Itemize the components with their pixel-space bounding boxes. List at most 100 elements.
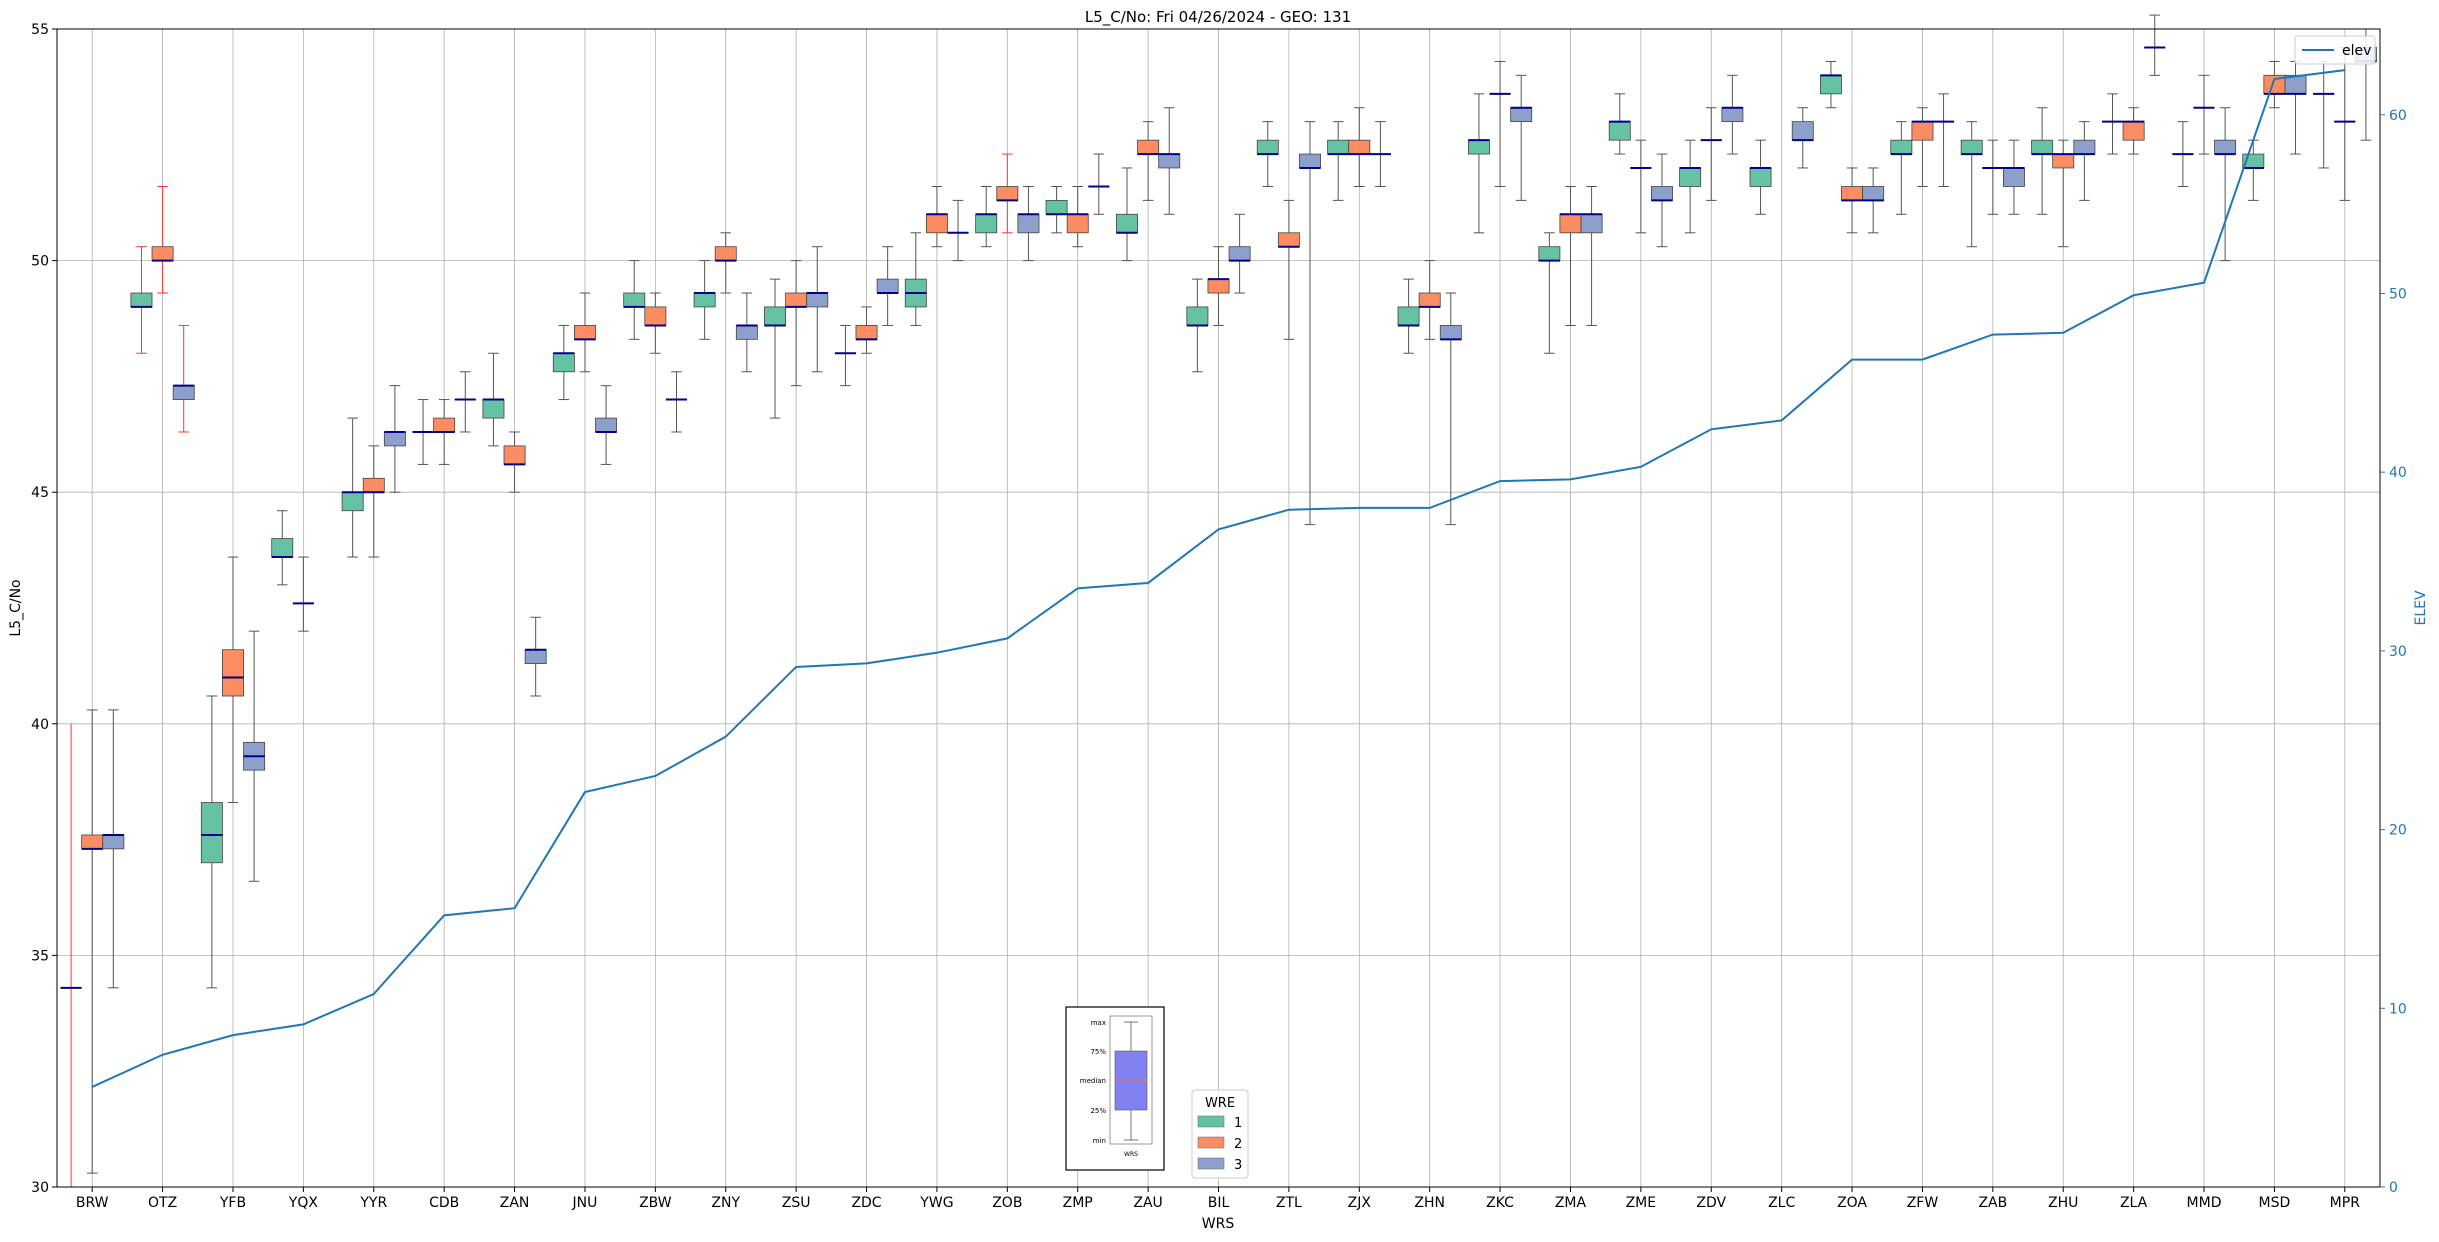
box-iqr (130, 292, 153, 308)
box-iqr (1397, 306, 1420, 326)
box-iqr (855, 325, 878, 340)
x-tick-label: MSD (2259, 1195, 2291, 1211)
x-tick-label: ZOA (1837, 1195, 1867, 1211)
y2-axis-label: ELEV (2413, 590, 2429, 625)
x-tick-label: JNU (572, 1195, 598, 1211)
box-iqr (341, 491, 364, 512)
y-tick-label: 50 (31, 254, 49, 270)
box-iqr (1819, 74, 1842, 95)
y-tick-label: 30 (31, 1180, 49, 1196)
box-iqr (362, 477, 385, 493)
x-axis-label: WRS (1202, 1216, 1235, 1232)
elev-line-layer (91, 69, 2345, 1088)
x-tick-label: ZAB (1978, 1195, 2007, 1211)
x-tick-label: ZLC (1768, 1195, 1795, 1211)
box-iqr (1510, 107, 1533, 123)
box-iqr (200, 802, 223, 864)
elev-legend-frame (2294, 35, 2376, 65)
x-tick-label: ZHN (1414, 1195, 1445, 1211)
box-iqr (151, 246, 174, 261)
x-tick-label: BIL (1208, 1195, 1230, 1211)
x-tick-label: ZDV (1696, 1195, 1726, 1211)
x-tick-label: ZFW (1907, 1195, 1939, 1211)
box-iqr (1186, 306, 1209, 326)
wre-legend-title: WRE (1205, 1096, 1235, 1111)
inset-key-xlabel: WRS (1124, 1151, 1138, 1158)
box-iqr (1608, 121, 1631, 141)
y2-tick-label: 0 (2389, 1180, 2398, 1196)
box-iqr (996, 186, 1019, 201)
wre-legend-label-1: 1 (1234, 1116, 1242, 1131)
y2-tick-label: 30 (2389, 644, 2407, 660)
box-iqr (1467, 139, 1490, 155)
x-tick-label: ZTL (1276, 1195, 1302, 1211)
box-iqr (1651, 186, 1673, 201)
elev-line (91, 69, 2345, 1088)
y2-tick-label: 40 (2389, 465, 2407, 481)
x-tick-label: CDB (429, 1195, 459, 1211)
wre-legend-swatch-1 (1197, 1115, 1225, 1128)
axis-layer: BRW OTZ YFB YQX YYR CDB ZAN JNU ZBW ZNY ZSU ZDC YWG Z… (31, 22, 2407, 1211)
box-iqr (222, 649, 244, 697)
box-iqr (595, 417, 618, 433)
inset-key-label-q3: 75% (1090, 1048, 1106, 1056)
box-iqr (714, 246, 737, 261)
y-axis-label: L5_C/No (8, 579, 24, 636)
wre-legend-label-2: 2 (1234, 1137, 1242, 1152)
box-iqr (2002, 167, 2025, 187)
wre-legend-frame (1191, 1089, 1249, 1179)
box-layer (60, 14, 2377, 1187)
box-iqr (524, 649, 547, 664)
x-tick-label: ZSU (782, 1195, 811, 1211)
x-tick-label: ZME (1626, 1195, 1657, 1211)
x-tick-label: YQX (288, 1195, 319, 1211)
box-iqr (1277, 232, 1300, 248)
y-tick-label: 35 (31, 948, 49, 964)
inset-key-label-median: median (1080, 1077, 1106, 1085)
box-iqr (1348, 139, 1371, 155)
box-iqr (1066, 213, 1089, 234)
box-iqr (975, 213, 998, 234)
inset-key-label-min: min (1093, 1137, 1106, 1145)
y-tick-label: 40 (31, 717, 49, 733)
x-tick-label: MPR (2330, 1195, 2361, 1211)
box-iqr (1580, 213, 1603, 234)
wre-legend-label-3: 3 (1234, 1158, 1242, 1173)
box-iqr (644, 306, 667, 326)
box-iqr (1439, 325, 1462, 340)
x-tick-label: YFB (219, 1195, 246, 1211)
box-iqr (271, 538, 294, 558)
box-iqr (102, 834, 125, 850)
box-iqr (1679, 167, 1702, 187)
box-iqr (552, 352, 575, 373)
box-iqr (1256, 139, 1279, 155)
x-tick-label: ZDC (851, 1195, 881, 1211)
y-tick-label: 45 (31, 485, 49, 501)
x-tick-label: YYR (359, 1195, 387, 1211)
box-iqr (81, 834, 104, 850)
wre-legend-swatch-3 (1197, 1157, 1225, 1170)
box-iqr (433, 417, 456, 433)
x-tick-label: ZJX (1348, 1195, 1372, 1211)
box-iqr (1960, 139, 1983, 155)
box-iqr (785, 292, 808, 308)
box-iqr (693, 292, 716, 308)
x-tick-label: YWG (919, 1195, 953, 1211)
box-iqr (1116, 213, 1138, 234)
box-iqr (2214, 139, 2237, 155)
inset-key: max 75% median 25% min WRS (1065, 1006, 1165, 1171)
box-iqr (1890, 139, 1913, 155)
box-iqr (1841, 186, 1864, 201)
box-iqr (1228, 246, 1251, 261)
x-tick-label: ZHU (2048, 1195, 2078, 1211)
box-iqr (735, 325, 758, 340)
y2-tick-label: 10 (2389, 1001, 2407, 1017)
box-iqr (876, 278, 899, 294)
x-tick-label: ZNY (711, 1195, 740, 1211)
box-iqr (925, 213, 948, 234)
x-tick-label: MMD (2187, 1195, 2222, 1211)
box-iqr (1749, 167, 1772, 187)
x-tick-label: ZAN (500, 1195, 530, 1211)
box-iqr (1045, 199, 1068, 215)
